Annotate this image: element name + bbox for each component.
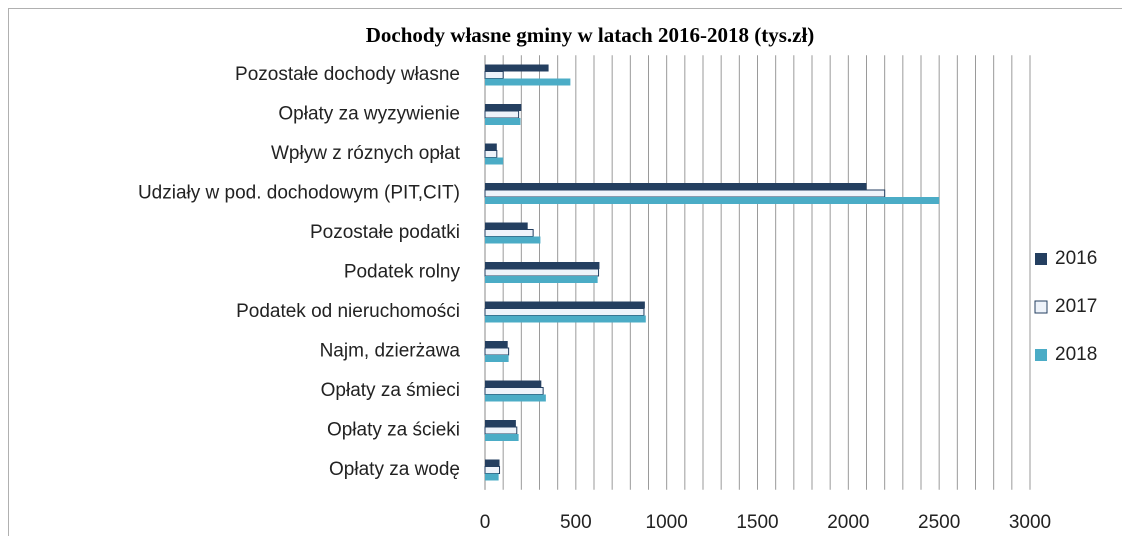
y-tick-label: Pozostałe dochody własne bbox=[235, 64, 460, 85]
bar bbox=[484, 426, 518, 435]
bar bbox=[485, 315, 646, 323]
y-tick-label: Opłaty za śmieci bbox=[321, 380, 460, 401]
bar bbox=[485, 459, 500, 467]
bar bbox=[485, 197, 940, 204]
bar bbox=[485, 78, 571, 86]
bar bbox=[485, 104, 522, 111]
bar bbox=[484, 466, 501, 474]
y-tick-label: Podatek od nieruchomości bbox=[236, 301, 460, 322]
bar bbox=[484, 71, 504, 79]
x-tick-label: 2000 bbox=[827, 512, 869, 533]
x-tick-label: 1500 bbox=[736, 512, 778, 533]
bar bbox=[484, 150, 498, 158]
y-tick-label: Wpływ z róznych opłat bbox=[271, 143, 461, 164]
bar bbox=[485, 380, 542, 388]
x-tick-label: 0 bbox=[480, 512, 491, 533]
y-tick-label: Najm, dzierżawa bbox=[320, 341, 461, 362]
y-tick-label: Opłaty za ścieki bbox=[327, 420, 460, 441]
y-tick-label: Podatek rolny bbox=[344, 262, 461, 283]
bar bbox=[485, 262, 600, 269]
bar bbox=[485, 118, 521, 125]
legend-swatch bbox=[1035, 349, 1047, 361]
chart-frame bbox=[8, 8, 1122, 536]
legend-label: 2016 bbox=[1055, 248, 1097, 269]
bar bbox=[484, 268, 600, 277]
bar bbox=[485, 301, 645, 309]
legend-label: 2017 bbox=[1055, 296, 1097, 317]
x-tick-label: 3000 bbox=[1009, 512, 1051, 533]
bar bbox=[484, 189, 886, 198]
y-tick-label: Opłaty za wodę bbox=[329, 459, 460, 480]
legend-label: 2018 bbox=[1055, 344, 1097, 365]
chart-title: Dochody własne gminy w latach 2016-2018 … bbox=[366, 23, 815, 47]
y-tick-label: Opłaty za wyzywienie bbox=[278, 104, 460, 125]
bar bbox=[485, 157, 504, 165]
bar bbox=[485, 473, 499, 481]
bar bbox=[485, 183, 867, 190]
bar bbox=[485, 236, 541, 244]
bar bbox=[485, 222, 528, 230]
bar bbox=[485, 341, 508, 348]
legend-swatch bbox=[1034, 300, 1048, 314]
y-tick-label: Pozostałe podatki bbox=[310, 222, 460, 243]
bar bbox=[484, 110, 520, 119]
bar bbox=[485, 434, 519, 441]
legend-swatch bbox=[1035, 253, 1047, 265]
bar bbox=[485, 276, 598, 283]
bar bbox=[484, 347, 510, 356]
x-tick-label: 1000 bbox=[646, 512, 688, 533]
bar bbox=[485, 355, 509, 362]
bar bbox=[485, 64, 549, 72]
bar bbox=[484, 229, 534, 237]
bar bbox=[484, 387, 544, 395]
bar bbox=[485, 394, 546, 402]
bar bbox=[485, 143, 497, 151]
x-tick-label: 2500 bbox=[918, 512, 960, 533]
bar bbox=[484, 308, 645, 316]
y-tick-label: Udziały w pod. dochodowym (PIT,CIT) bbox=[138, 183, 460, 204]
x-tick-label: 500 bbox=[560, 512, 592, 533]
bar bbox=[485, 420, 516, 427]
